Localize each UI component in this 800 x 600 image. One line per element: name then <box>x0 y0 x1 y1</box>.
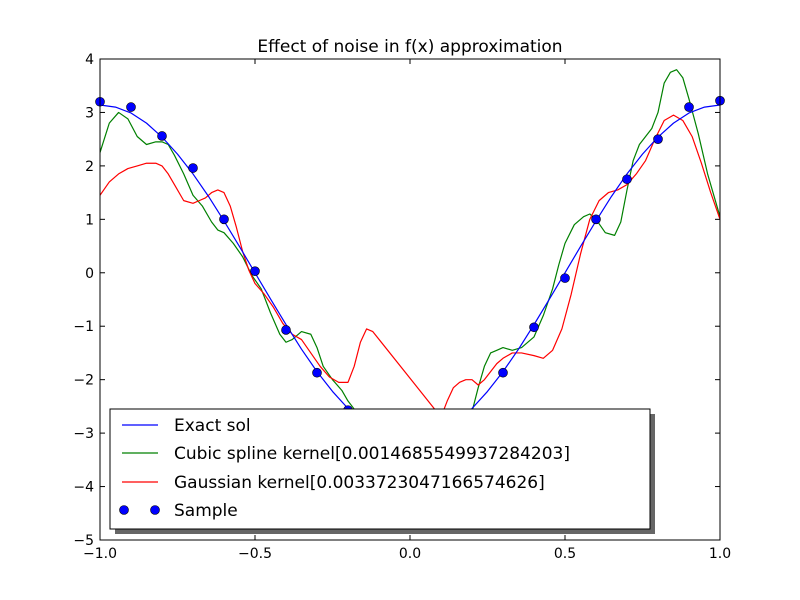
legend-label-gaussian: Gaussian kernel[0.0033723047166574626] <box>174 473 545 493</box>
sample-point <box>591 214 601 225</box>
sample-point <box>312 367 322 378</box>
chart-title: Effect of noise in f(x) approximation <box>257 37 562 57</box>
sample-point <box>219 214 229 225</box>
y-tick-label: 3 <box>85 105 94 121</box>
sample-point <box>126 102 136 112</box>
y-tick-label: −5 <box>73 533 94 549</box>
y-tick-label: 2 <box>85 159 94 175</box>
legend-marker-sample <box>119 505 129 515</box>
legend-box <box>109 408 651 530</box>
sample-point <box>498 367 508 378</box>
sample-point <box>281 325 291 335</box>
y-tick-label: 1 <box>85 212 94 228</box>
y-tick-label: −3 <box>73 426 94 442</box>
y-tick-label: −2 <box>73 373 94 389</box>
x-tick-label: −1.0 <box>83 546 117 562</box>
x-tick-label: 0.0 <box>399 546 421 562</box>
sample-point <box>622 174 632 185</box>
sample-point <box>157 131 167 141</box>
legend: Exact sol Cubic spline kernel[0.00146855… <box>109 408 655 534</box>
sample-point <box>250 266 260 276</box>
legend-label-sample: Sample <box>174 501 238 521</box>
x-tick-label: −0.5 <box>238 546 272 562</box>
x-tick-label: 0.5 <box>554 546 576 562</box>
y-tick-label: −1 <box>73 319 94 335</box>
tick-layer: −1.0 −0.5 0.0 0.5 1.0 −5 −4 −3 −2 −1 0 1 2 3 4 <box>73 52 731 562</box>
sample-point <box>684 102 694 112</box>
marker-layer <box>95 95 725 415</box>
series-line-gaussian-kernel <box>100 114 720 418</box>
sample-point <box>529 322 539 333</box>
legend-label-cubic-spline: Cubic spline kernel[0.001468554993728420… <box>174 444 570 464</box>
sample-point <box>188 163 198 173</box>
x-tick-label: 1.0 <box>709 546 731 562</box>
y-tick-label: 4 <box>85 52 94 68</box>
sample-point <box>560 273 570 283</box>
y-tick-label: 0 <box>85 266 94 282</box>
y-tick-label: −4 <box>73 480 94 496</box>
legend-marker-sample <box>150 505 160 515</box>
sample-point <box>653 134 663 144</box>
legend-label-exact-sol: Exact sol <box>174 416 251 436</box>
